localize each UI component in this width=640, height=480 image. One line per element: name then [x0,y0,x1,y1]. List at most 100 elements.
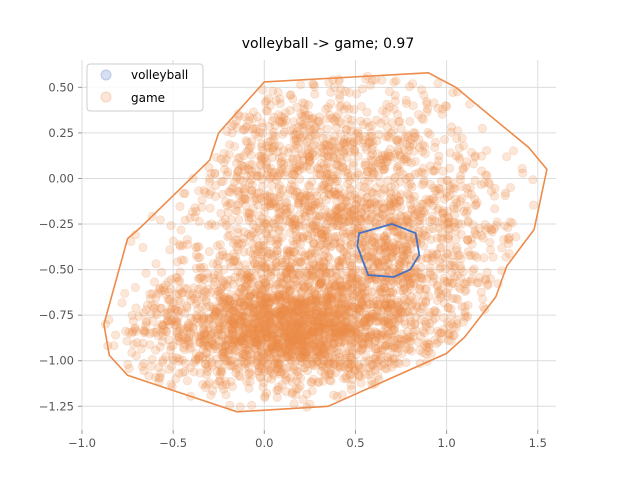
game-point [361,161,371,171]
game-point [307,246,317,256]
game-point [326,210,336,220]
game-point [348,289,358,299]
game-point [332,221,342,231]
game-point [292,297,302,307]
game-point [387,288,397,298]
game-point [384,133,394,143]
game-point [268,290,278,300]
game-point [276,278,286,288]
game-point [247,185,257,195]
game-point [242,283,252,293]
game-point [216,176,226,186]
game-point [224,199,234,209]
game-point [387,249,397,259]
game-point [291,136,301,146]
game-point [241,281,251,291]
game-point [259,292,269,302]
game-point [364,137,374,147]
game-point [295,192,305,202]
game-point [218,177,228,187]
game-point [392,300,402,310]
game-point [194,274,204,284]
game-point [357,197,367,207]
game-point [259,304,269,314]
game-point [492,220,502,230]
game-point [395,211,405,221]
game-point [278,210,288,220]
game-point [272,239,282,249]
game-point [424,291,434,301]
game-point [450,261,460,271]
game-point [238,349,248,359]
game-point [328,75,338,85]
volleyball-point [388,229,396,237]
game-point [298,122,308,132]
game-point [332,391,342,401]
game-point [189,324,199,334]
game-point [404,235,414,245]
game-point [426,349,436,359]
x-tick-label: 0.5 [346,436,364,450]
game-point [369,299,379,309]
game-point [469,159,479,169]
game-point [349,104,359,114]
game-point [158,337,168,347]
game-point [319,160,329,170]
game-point [238,309,248,319]
game-point [289,328,299,338]
game-point [298,321,308,331]
game-point [405,200,415,210]
game-point [225,187,235,197]
game-point [383,257,393,267]
game-point [272,385,282,395]
game-point [261,278,271,288]
game-point [189,283,199,293]
game-point [330,211,340,221]
game-point [418,115,428,125]
game-point [341,125,351,135]
game-point [274,292,284,302]
game-point [437,328,447,338]
game-point [343,304,353,314]
game-point [428,166,438,176]
game-point [369,236,379,246]
game-point [224,294,234,304]
game-point [382,305,392,315]
game-point [470,151,480,161]
game-point [294,200,304,210]
game-point [416,209,426,219]
game-point [433,205,443,215]
volleyball-point [408,247,416,255]
game-point [321,320,331,330]
game-point [323,212,333,222]
game-point [205,203,215,213]
game-point [300,252,310,262]
game-point [341,310,351,320]
game-point [209,273,219,283]
game-point [122,336,132,346]
game-point [383,306,393,316]
game-point [295,355,305,365]
game-point [334,76,344,86]
game-point [351,350,361,360]
game-point [163,294,173,304]
game-point [240,324,250,334]
game-point [286,126,296,136]
game-point [403,307,413,317]
game-point [348,248,358,258]
game-point [409,191,419,201]
game-point [199,185,209,195]
game-point [389,104,399,114]
game-point [287,258,297,268]
game-point [289,365,299,375]
game-point [486,186,496,196]
game-point [423,127,433,137]
game-point [302,268,312,278]
game-point [336,338,346,348]
game-point [205,174,215,184]
game-point [315,169,325,179]
game-point [298,323,308,333]
game-point [404,172,414,182]
game-point [325,333,335,343]
game-point [175,202,185,212]
